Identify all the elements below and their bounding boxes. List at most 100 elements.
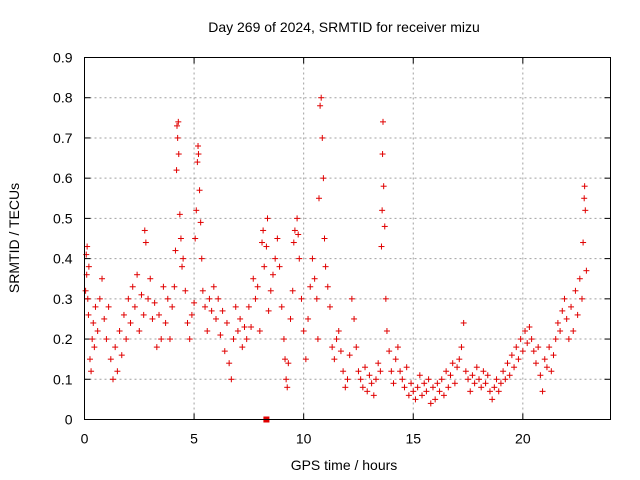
data-point (317, 102, 324, 109)
data-point (436, 388, 443, 395)
data-point (454, 364, 461, 371)
data-point (321, 235, 328, 242)
y-axis-label: SRMTID / TECUs (6, 183, 22, 293)
data-point (291, 227, 298, 234)
data-point (440, 392, 447, 399)
data-point (478, 384, 485, 391)
data-point (215, 295, 222, 302)
data-point (151, 299, 158, 306)
data-point (579, 295, 586, 302)
data-point (234, 328, 241, 335)
data-point (158, 336, 165, 343)
data-point (114, 368, 121, 375)
data-point (99, 275, 106, 282)
data-point (497, 380, 504, 387)
data-point (103, 336, 110, 343)
data-point (412, 396, 419, 403)
data-point (162, 319, 169, 326)
data-point (377, 368, 384, 375)
data-point (127, 319, 134, 326)
data-point (379, 207, 386, 214)
data-point (493, 376, 500, 383)
data-point (329, 344, 336, 351)
data-point (195, 142, 202, 149)
data-point (173, 167, 180, 174)
data-point (164, 295, 171, 302)
data-point (344, 376, 351, 383)
data-point (447, 372, 454, 379)
data-point (326, 303, 333, 310)
data-point (101, 315, 108, 322)
chart-title: Day 269 of 2024, SRMTID for receiver miz… (208, 19, 480, 35)
data-point (504, 360, 511, 367)
data-point (125, 295, 132, 302)
data-point (570, 328, 577, 335)
data-point (219, 307, 226, 314)
data-point (243, 336, 250, 343)
data-point (550, 352, 557, 359)
data-point (366, 372, 373, 379)
data-point (568, 303, 575, 310)
data-point (445, 384, 452, 391)
data-point (502, 376, 509, 383)
data-point (221, 348, 228, 355)
data-point (180, 255, 187, 262)
data-point (355, 368, 362, 375)
data-point (191, 299, 198, 306)
data-point (582, 207, 589, 214)
data-point (462, 368, 469, 375)
data-point (184, 319, 191, 326)
data-point (392, 356, 399, 363)
data-point (372, 376, 379, 383)
data-point (353, 344, 360, 351)
data-point (429, 384, 436, 391)
data-point (482, 380, 489, 387)
data-point (171, 283, 178, 290)
data-point (434, 380, 441, 387)
data-point (256, 328, 263, 335)
data-point (576, 275, 583, 282)
data-point (526, 323, 533, 330)
data-point (346, 352, 353, 359)
data-point (142, 239, 149, 246)
data-point (572, 287, 579, 294)
data-point (123, 336, 130, 343)
data-point (528, 336, 535, 343)
data-point (248, 323, 255, 330)
data-point (524, 340, 531, 347)
data-point (274, 235, 281, 242)
data-point (116, 328, 123, 335)
data-point (473, 364, 480, 371)
data-point (333, 336, 340, 343)
y-tick-label: 0.8 (53, 90, 73, 106)
data-point (252, 295, 259, 302)
data-point (313, 295, 320, 302)
data-point (399, 376, 406, 383)
data-point (348, 295, 355, 302)
data-point (85, 311, 92, 318)
data-point (390, 380, 397, 387)
data-point (432, 396, 439, 403)
data-point (580, 239, 587, 246)
data-point (145, 295, 152, 302)
data-point (535, 344, 542, 351)
data-point (460, 319, 467, 326)
data-point (217, 332, 224, 339)
data-point (546, 344, 553, 351)
data-point (88, 368, 95, 375)
data-point (196, 187, 203, 194)
data-point (166, 336, 173, 343)
data-point (241, 323, 248, 330)
data-point (208, 307, 215, 314)
data-point (438, 376, 445, 383)
data-point (285, 360, 292, 367)
data-point (272, 255, 279, 262)
data-point (198, 255, 205, 262)
data-point (91, 344, 98, 351)
data-points (82, 94, 590, 423)
data-point (175, 118, 182, 125)
data-point (129, 283, 136, 290)
data-point (289, 287, 296, 294)
data-point (563, 315, 570, 322)
data-point (320, 175, 327, 182)
